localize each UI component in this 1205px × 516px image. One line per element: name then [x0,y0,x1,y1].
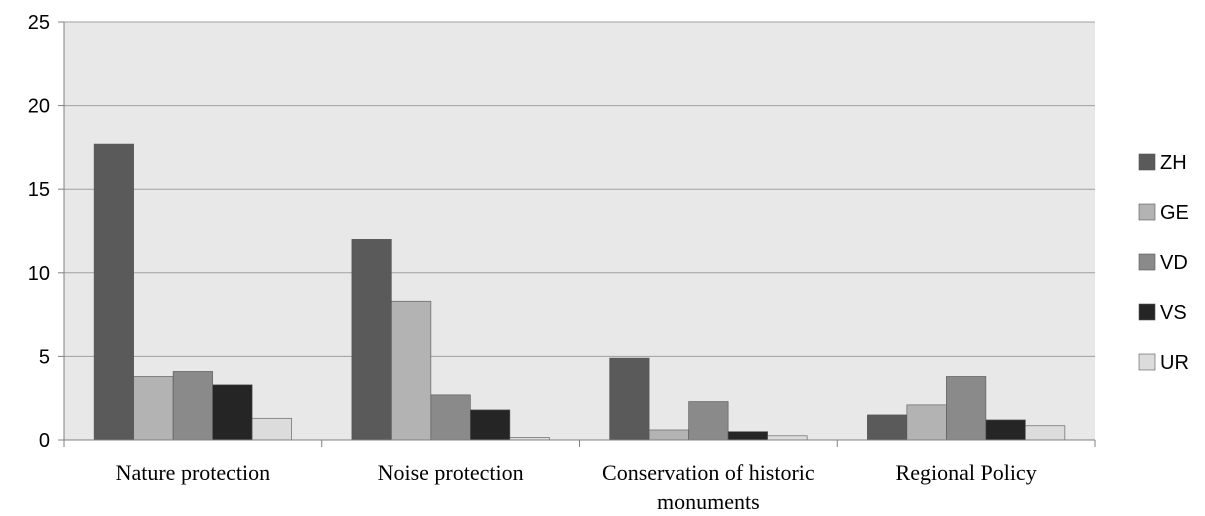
bars [93,143,1066,441]
y-tick-label: 25 [28,12,50,34]
y-tick-label: 20 [28,96,50,118]
x-tick-label: monuments [657,489,760,514]
bar-ge [906,404,947,441]
bar-ge [391,300,432,441]
legend-swatch-vd [1138,253,1156,271]
legend-label-ur: UR [1160,352,1189,374]
bar-vs [470,409,511,441]
bar-zh [867,414,908,441]
x-tick-label: Conservation of historic [602,460,815,485]
y-tick-label: 5 [39,346,50,368]
bar-vs [727,431,768,441]
legend-swatch-ge [1138,203,1156,221]
y-tick-label: 0 [39,430,50,452]
legend-swatch-vs [1138,303,1156,321]
legend: ZH GE VD VS UR [1138,152,1189,374]
bar-zh [609,357,650,441]
y-tick-label: 10 [28,263,50,285]
legend-label-vs: VS [1160,302,1187,324]
legend-label-vd: VD [1160,252,1188,274]
bar-ge [133,376,174,441]
legend-label-zh: ZH [1160,152,1187,174]
bar-ur [767,435,808,441]
bar-vd [688,401,729,441]
x-axis-ticks: Nature protection Noise protection Conserv… [63,440,1096,514]
bar-ur [1025,425,1066,441]
legend-swatch-ur [1138,353,1156,371]
bar-vs [985,419,1026,441]
gridlines [64,21,1095,357]
x-tick-label: Nature protection [116,460,271,485]
bar-vd [172,371,213,441]
bar-vd [430,394,471,441]
plot-area [64,22,1095,440]
legend-label-ge: GE [1160,202,1189,224]
bar-zh [351,239,392,441]
y-tick-label: 15 [28,179,50,201]
bar-zh [93,143,134,441]
x-tick-label: Regional Policy [896,460,1037,485]
x-tick-label: Noise protection [378,460,524,485]
y-axis-ticks: 0 5 10 15 20 25 [28,12,64,452]
legend-swatch-zh [1138,153,1156,171]
bar-vd [946,376,987,441]
bar-ge [648,429,689,441]
bar-ur [251,417,292,441]
bar-vs [212,384,253,441]
